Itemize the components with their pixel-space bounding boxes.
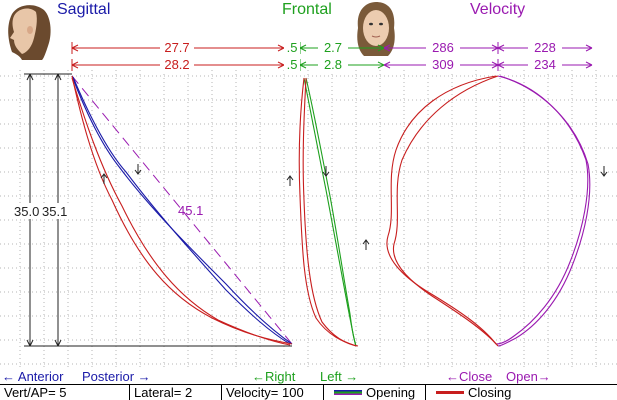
trace-plot: 27.7 28.2 .5 .5 2.7 2.8 286 309 228 234 … (0, 0, 617, 368)
frontal-traces (298, 77, 359, 347)
sagittal-header: Sagittal (57, 1, 111, 18)
sagittal-closing-value: 28.2 (164, 57, 189, 72)
frontal-closing-trace-2 (302, 77, 359, 347)
frontal-left-opening-value: .5 (287, 40, 298, 55)
down-arrow-icon (600, 166, 608, 177)
closing-swatch-icon (436, 391, 464, 394)
vert-ap-status: Vert/AP= 5 (0, 385, 130, 400)
velocity-status: Velocity= 100 (222, 385, 324, 400)
velocity-opening-trace-2 (497, 75, 591, 347)
sagittal-opening-value: 27.7 (164, 40, 189, 55)
open-label: Open→ (506, 369, 551, 384)
velocity-traces (386, 75, 591, 347)
velocity-closing-trace-2 (392, 75, 499, 347)
face-profile-icon (4, 0, 52, 61)
anterior-label: ← Anterior (2, 369, 64, 384)
sagittal-traces (71, 75, 293, 346)
velocity-close-right-value: 234 (534, 57, 556, 72)
frontal-right-opening-value: 2.7 (324, 40, 342, 55)
frontal-opening-trace-2 (305, 77, 357, 347)
down-arrow-icon (322, 166, 330, 177)
opening-swatch-icon (334, 390, 362, 395)
closing-legend: Closing (426, 385, 617, 400)
face-front-icon (355, 0, 397, 58)
vertical-value-a: 35.0 (14, 204, 39, 219)
trace-arrows (100, 164, 608, 250)
posterior-label: Posterior → (82, 369, 151, 384)
frontal-closing-trace (298, 77, 357, 347)
frontal-header: Frontal (282, 1, 332, 18)
down-arrow-icon (134, 164, 142, 175)
frontal-left-closing-value: .5 (287, 57, 298, 72)
status-bar: Vert/AP= 5 Lateral= 2 Velocity= 100 Open… (0, 384, 617, 400)
right-label: ←Right (252, 369, 296, 384)
close-label: ←Close (446, 369, 493, 384)
velocity-open-left-value: 286 (432, 40, 454, 55)
diagonal-value: 45.1 (178, 203, 203, 218)
up-arrow-icon (286, 175, 294, 186)
velocity-header: Velocity (470, 1, 526, 18)
up-arrow-icon (362, 239, 370, 250)
vertical-value-b: 35.1 (42, 204, 67, 219)
frontal-right-closing-value: 2.8 (324, 57, 342, 72)
closing-legend-label: Closing (468, 385, 512, 400)
lateral-status: Lateral= 2 (130, 385, 222, 400)
sagittal-opening-trace (71, 75, 293, 345)
sagittal-opening-trace-2 (72, 76, 291, 345)
up-arrow-icon (100, 173, 108, 184)
velocity-close-left-value: 309 (432, 57, 454, 72)
velocity-open-right-value: 228 (534, 40, 556, 55)
velocity-closing-trace (386, 75, 497, 345)
opening-legend: Opening (324, 385, 426, 400)
sagittal-closing-trace-2 (71, 77, 291, 346)
velocity-opening-trace (495, 75, 589, 345)
opening-legend-label: Opening (366, 385, 416, 400)
dimension-labels: 27.7 28.2 .5 .5 2.7 2.8 286 309 228 234 … (12, 40, 562, 219)
grid (0, 70, 617, 368)
left-label: Left → (320, 369, 359, 384)
